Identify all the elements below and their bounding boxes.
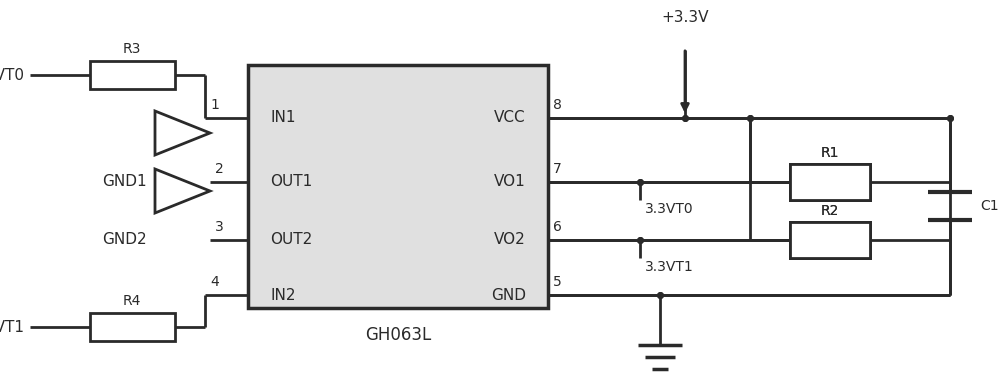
Text: VCC: VCC: [494, 110, 526, 125]
Text: OUT1: OUT1: [270, 175, 312, 189]
Text: 1: 1: [210, 98, 219, 112]
Text: VO2: VO2: [494, 232, 526, 248]
Bar: [792, 225, 868, 255]
Text: OUT2: OUT2: [270, 232, 312, 248]
Text: 3: 3: [215, 220, 224, 234]
Text: R1: R1: [821, 146, 839, 160]
Text: GH063L: GH063L: [365, 326, 431, 344]
Text: IN1: IN1: [270, 110, 296, 125]
Text: +3.3V: +3.3V: [661, 10, 709, 25]
Text: 5VT1: 5VT1: [0, 320, 25, 335]
Text: 4: 4: [210, 275, 219, 289]
Bar: [790, 164, 870, 200]
Text: R1: R1: [821, 146, 839, 160]
Polygon shape: [155, 111, 210, 155]
Text: 3.3VT0: 3.3VT0: [645, 202, 694, 216]
Text: R3: R3: [123, 42, 141, 56]
Text: R4: R4: [123, 294, 141, 308]
Text: 5: 5: [553, 275, 562, 289]
Text: R2: R2: [821, 204, 839, 218]
Text: GND: GND: [491, 288, 526, 303]
Text: GND1: GND1: [102, 175, 147, 189]
Bar: [792, 167, 868, 197]
Bar: [790, 164, 870, 200]
Text: 7: 7: [553, 162, 562, 176]
Text: 8: 8: [553, 98, 562, 112]
Text: GND2: GND2: [102, 232, 147, 248]
Bar: [248, 65, 548, 308]
Bar: [90, 313, 175, 341]
Bar: [790, 222, 870, 258]
Text: 5VT0: 5VT0: [0, 68, 25, 82]
Text: 6: 6: [553, 220, 562, 234]
Bar: [790, 222, 870, 258]
Text: 3.3VT1: 3.3VT1: [645, 260, 694, 274]
Bar: [790, 222, 870, 258]
Text: R2: R2: [821, 204, 839, 218]
Text: IN2: IN2: [270, 288, 296, 303]
Text: C1: C1: [980, 199, 999, 213]
Text: VO1: VO1: [494, 175, 526, 189]
Text: 2: 2: [215, 162, 224, 176]
Bar: [90, 61, 175, 89]
Bar: [248, 65, 548, 308]
Polygon shape: [155, 169, 210, 213]
Bar: [790, 164, 870, 200]
